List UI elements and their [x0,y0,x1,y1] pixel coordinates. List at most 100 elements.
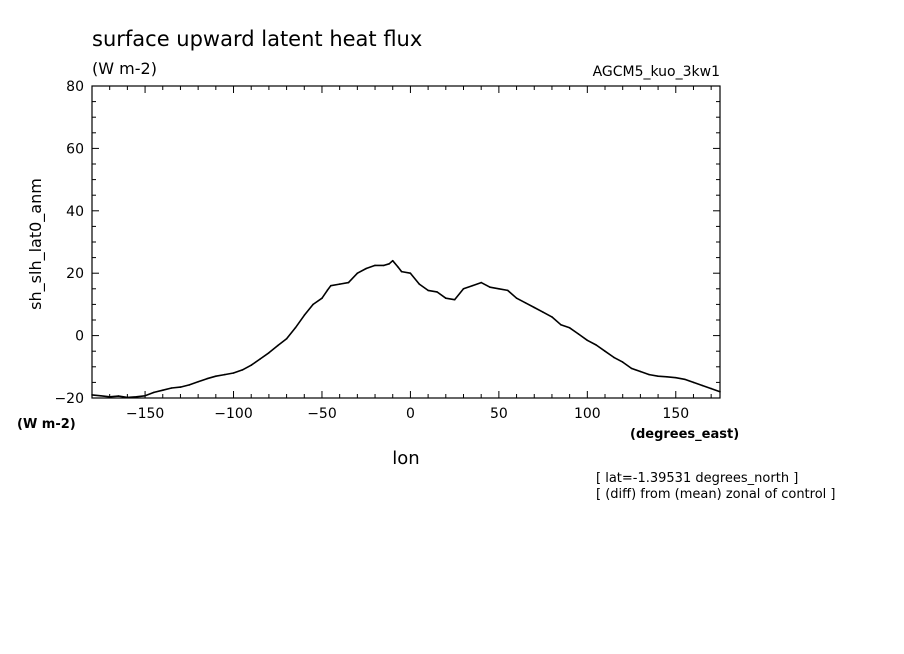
data-point [126,396,129,399]
data-point [710,387,712,390]
data-point [648,373,650,376]
data-point [356,272,359,275]
x-tick-label: −100 [214,406,252,422]
data-point [427,289,429,292]
data-point [630,367,633,370]
y-tick-label: 80 [66,79,84,95]
x-tick-label: −150 [126,406,164,422]
data-point [365,267,368,270]
data-point [285,337,288,340]
data-points [91,259,721,399]
data-point [560,323,562,326]
data-point [489,286,491,289]
data-point [577,333,580,335]
chart-subtitle: (W m-2) [92,59,157,78]
data-point [657,375,659,378]
data-point [400,270,403,273]
data-point [294,327,297,329]
y-axis: −20 0 20 40 60 80 [54,79,720,407]
x-axis-label: lon [392,448,419,469]
data-series-line [91,259,721,399]
x-tick-label: −50 [307,406,337,422]
data-point [391,259,394,262]
data-point [453,298,456,301]
x-tick-label: 50 [490,406,508,422]
annotation-latitude: [ lat=-1.39531 degrees_north ] [596,471,798,486]
data-point [108,396,111,398]
data-point [639,370,642,373]
data-point [135,396,137,398]
data-point [241,369,244,371]
data-point [374,264,376,267]
data-point [445,297,447,300]
x-tick-label: 150 [662,406,689,422]
data-point [480,281,483,284]
data-point [418,283,421,285]
y-tick-label: 40 [66,204,84,220]
chart-title: surface upward latent heat flux [92,27,422,51]
data-point [542,311,544,314]
data-point [498,288,500,290]
data-point [232,372,235,374]
y-tick-label: 20 [66,266,84,282]
data-point [276,344,279,347]
data-point [100,395,102,397]
data-point [551,316,553,318]
data-point [462,288,465,290]
data-point [533,306,536,309]
annotation-diff: [ (diff) from (mean) zonal of control ] [596,487,835,502]
run-label: AGCM5_kuo_3kw1 [593,64,720,80]
data-point [701,384,704,387]
data-point [338,283,341,285]
data-point [568,327,571,329]
data-point [206,377,208,380]
data-point [383,264,385,267]
data-point [250,364,252,367]
y-tick-label: −20 [54,391,84,407]
data-point [197,381,199,383]
data-point [188,384,191,386]
data-point [162,389,164,392]
x-axis-units: (degrees_east) [630,427,739,442]
plot-frame [91,85,721,399]
data-point [436,291,438,293]
data-point [215,375,217,378]
x-axis: −150 −100 −50 0 50 100 150 [91,86,712,422]
x-tick-label: 0 [406,406,415,422]
x-tick-label: 100 [574,406,601,422]
data-point [153,391,155,394]
data-point [397,266,399,268]
y-axis-label: sh_slh_lat0_anm [26,178,46,310]
data-point [595,344,597,346]
data-point [388,263,391,265]
data-point [515,297,518,300]
data-point [613,356,615,359]
data-point [347,281,350,284]
data-point [170,387,173,389]
data-point [719,391,721,393]
y-axis-units: (W m-2) [17,417,76,432]
y-tick-label: 60 [66,141,84,157]
y-tick-label: 0 [75,329,84,345]
data-point [223,373,226,376]
data-point [586,339,589,342]
data-point [683,378,686,381]
data-point [303,314,306,317]
data-point [326,289,329,292]
data-point [675,376,677,379]
data-point [604,350,606,353]
data-point [471,284,474,287]
data-point [330,284,332,287]
data-point [524,302,527,304]
data-point [409,272,412,275]
data-point [692,381,695,384]
data-point [621,361,624,363]
data-point [179,386,182,388]
data-point [666,376,668,378]
data-point [506,289,509,292]
data-point [144,395,146,397]
data-point [268,352,270,354]
data-point [117,395,120,397]
data-point [321,297,323,300]
